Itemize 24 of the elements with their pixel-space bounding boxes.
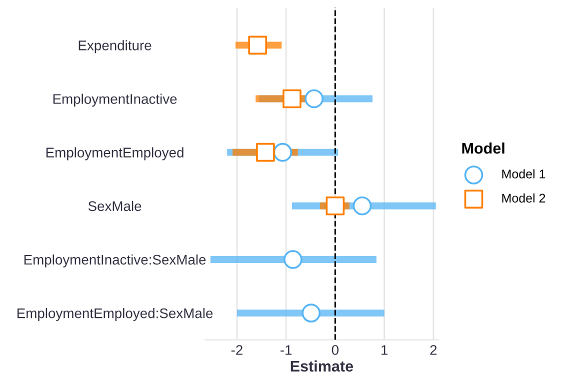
point [304, 89, 324, 108]
point [302, 304, 321, 322]
y-tick-label: EmploymentInactive:SexMale [24, 254, 206, 268]
x-tick-label: 0 [332, 345, 339, 355]
y-tick-label: EmploymentEmployed:SexMale [18, 308, 213, 321]
point [273, 142, 292, 162]
point [352, 196, 372, 216]
legend-label: Model 2 [502, 193, 546, 203]
x-tick-label: -1 [280, 345, 292, 355]
y-tick-label: SexMale [88, 200, 142, 212]
x-axis-title: Estimate [290, 360, 354, 372]
legend-label: Model 1 [502, 169, 546, 178]
point [256, 142, 275, 162]
legend-title: Model [462, 142, 504, 154]
x-tick-label: -2 [231, 345, 242, 355]
y-tick-label: EmploymentEmployed [46, 147, 184, 160]
x-tick-label: 1 [382, 345, 388, 355]
y-tick-label: Expenditure [78, 40, 152, 54]
point [248, 36, 268, 55]
x-tick-label: 2 [430, 345, 437, 355]
point [282, 89, 302, 108]
y-tick-label: EmploymentInactive [53, 94, 177, 107]
point [326, 196, 345, 216]
point [284, 250, 302, 269]
